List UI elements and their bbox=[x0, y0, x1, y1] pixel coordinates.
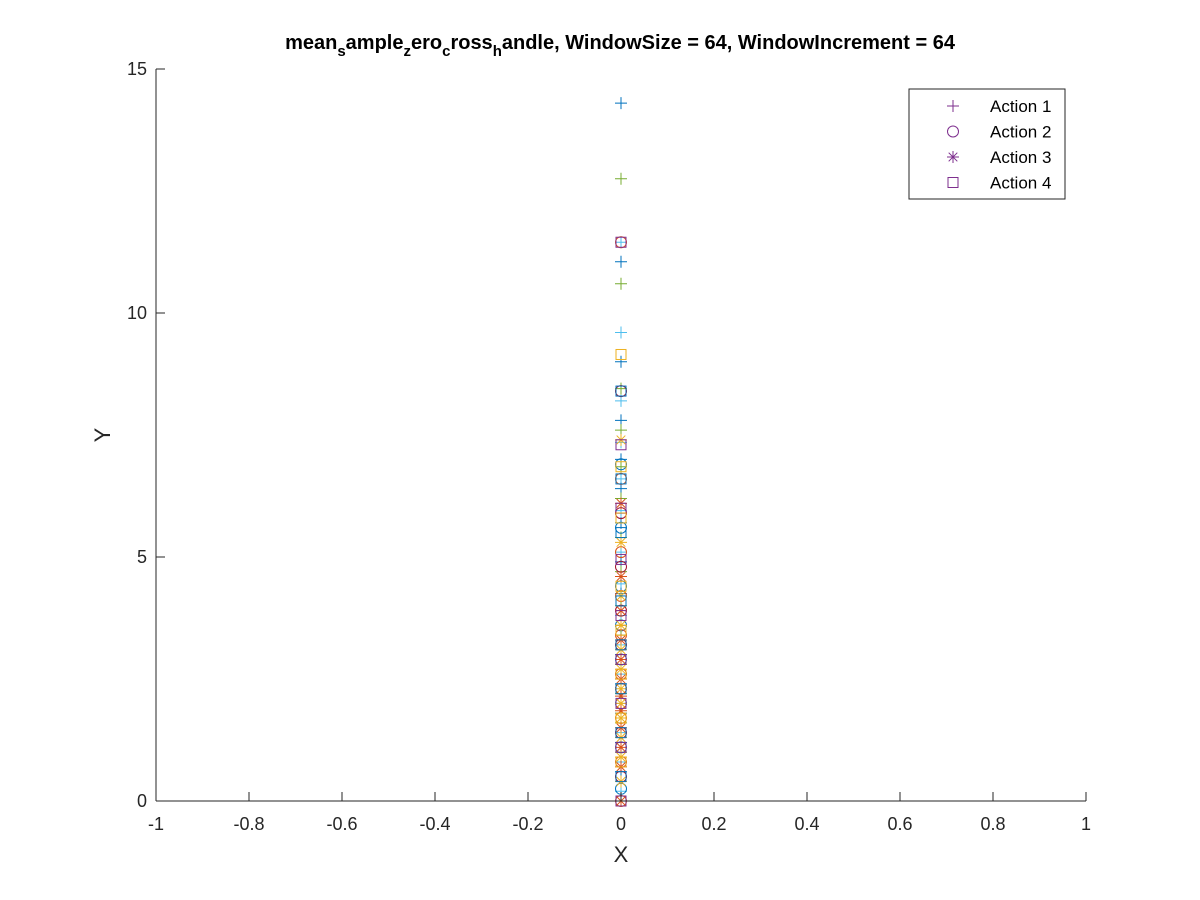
x-tick-label: -0.4 bbox=[419, 814, 450, 834]
x-tick-label: 0.4 bbox=[794, 814, 819, 834]
chart-title-part: ross bbox=[450, 32, 492, 54]
x-axis-label: X bbox=[614, 842, 629, 867]
y-tick-label: 15 bbox=[127, 59, 147, 79]
x-tick-label: 0.2 bbox=[701, 814, 726, 834]
y-tick-label: 0 bbox=[137, 791, 147, 811]
data-point-plus bbox=[615, 97, 627, 110]
x-tick-label: -1 bbox=[148, 814, 164, 834]
x-ticks: -1 -0.8 -0.6 -0.4 -0.2 0 0.2 0.4 0.6 0.8 1 bbox=[148, 792, 1091, 834]
data-point-asterisk bbox=[615, 570, 627, 583]
x-tick-label: -0.8 bbox=[233, 814, 264, 834]
x-tick-label: -0.6 bbox=[326, 814, 357, 834]
y-ticks: 0 5 10 15 bbox=[127, 59, 165, 811]
legend-label: Action 2 bbox=[990, 123, 1051, 142]
x-tick-label: 0.8 bbox=[980, 814, 1005, 834]
chart-title-part: s bbox=[337, 43, 345, 60]
legend-entry: Action 3 bbox=[947, 148, 1051, 167]
data-point-square bbox=[615, 639, 627, 651]
data-point-asterisk bbox=[615, 690, 627, 703]
legend-circle-marker bbox=[947, 125, 959, 138]
data-point-plus bbox=[615, 172, 627, 185]
legend-box bbox=[908, 88, 1066, 200]
data-point-asterisk bbox=[615, 697, 627, 710]
data-point-square bbox=[615, 580, 627, 592]
chart-title-part: andle, WindowSize = 64, WindowIncrement … bbox=[502, 32, 956, 54]
chart-title-part: mean bbox=[285, 32, 337, 54]
data-point-square bbox=[615, 461, 627, 473]
legend-label: Action 4 bbox=[990, 174, 1051, 193]
data-point-asterisk bbox=[615, 704, 627, 717]
y-axis-label: Y bbox=[90, 427, 115, 442]
data-point-square bbox=[615, 385, 627, 397]
legend-entry: Action 4 bbox=[947, 174, 1051, 193]
chart-title: meansamplezerocrosshandle, WindowSize = … bbox=[285, 32, 956, 60]
legend-plus-marker bbox=[947, 100, 959, 112]
data-point-square bbox=[615, 595, 627, 607]
legend-square-marker bbox=[947, 177, 959, 188]
data-point-asterisk bbox=[615, 712, 627, 725]
chart-title-part: ero bbox=[411, 32, 442, 54]
y-tick-label: 10 bbox=[127, 303, 147, 323]
data-point-asterisk bbox=[615, 536, 627, 549]
data-point-square bbox=[615, 512, 627, 524]
x-tick-label: -0.2 bbox=[512, 814, 543, 834]
data-point-plus bbox=[615, 355, 627, 368]
data-point-square bbox=[615, 668, 627, 680]
legend-label: Action 3 bbox=[990, 148, 1051, 167]
legend: Action 1 Action 2 Action 3 Action 4 bbox=[908, 88, 1066, 200]
chart-title-part: ample bbox=[346, 32, 404, 54]
data-point-square bbox=[615, 741, 627, 753]
data-point-square bbox=[615, 236, 627, 248]
chart-title-part: z bbox=[403, 43, 411, 60]
data-point-plus bbox=[615, 277, 627, 290]
data-point-asterisk bbox=[615, 653, 627, 666]
legend-entry: Action 2 bbox=[947, 123, 1051, 142]
legend-entry: Action 1 bbox=[947, 97, 1051, 116]
data-point-square bbox=[615, 553, 627, 565]
chart-title-part: c bbox=[442, 43, 450, 60]
data-point-plus bbox=[615, 382, 627, 395]
data-point-plus bbox=[615, 326, 627, 339]
legend-asterisk-marker bbox=[947, 151, 959, 163]
data-point-square bbox=[615, 727, 627, 739]
data-point-square bbox=[615, 348, 627, 360]
data-point-plus bbox=[615, 255, 627, 268]
data-point-square bbox=[615, 771, 627, 783]
data-point-square bbox=[615, 439, 627, 451]
data-point-square bbox=[615, 527, 627, 539]
data-point-asterisk bbox=[615, 741, 627, 754]
data-point-square bbox=[615, 756, 627, 768]
legend-entries: Action 1 Action 2 Action 3 Action 4 bbox=[947, 97, 1051, 193]
data-point-square bbox=[615, 712, 627, 724]
x-tick-label: 1 bbox=[1081, 814, 1091, 834]
y-tick-label: 5 bbox=[137, 547, 147, 567]
data-markers bbox=[615, 97, 627, 807]
data-point-square bbox=[615, 610, 627, 622]
data-point-plus bbox=[615, 236, 627, 249]
legend-label: Action 1 bbox=[990, 97, 1051, 116]
x-tick-label: 0.6 bbox=[887, 814, 912, 834]
data-point-plus bbox=[615, 460, 627, 473]
data-point-square bbox=[615, 653, 627, 665]
data-point-asterisk bbox=[615, 682, 627, 695]
data-point-square bbox=[615, 697, 627, 709]
data-point-square bbox=[615, 624, 627, 636]
data-point-square bbox=[615, 683, 627, 695]
chart-title-part: h bbox=[493, 43, 502, 60]
data-point-square bbox=[615, 473, 627, 485]
x-tick-label: 0 bbox=[616, 814, 626, 834]
